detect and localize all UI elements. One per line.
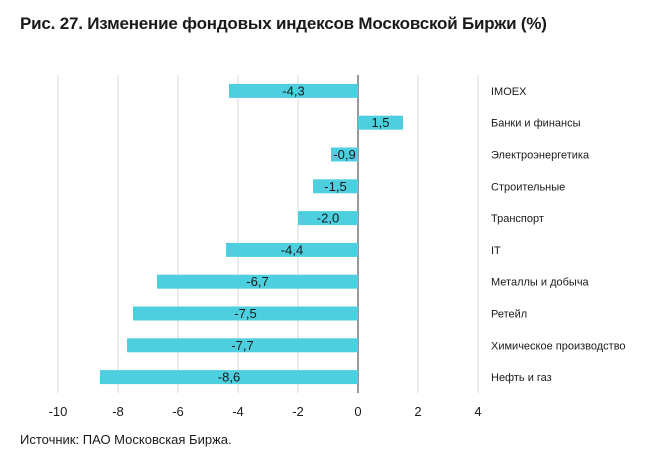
bar	[127, 338, 358, 353]
category-labels: IMOEX Банки и финансы Электроэнергетика Стр…	[491, 86, 626, 384]
x-tick-label: 4	[474, 404, 481, 419]
x-tick-label: 2	[414, 404, 421, 419]
bar	[313, 179, 358, 194]
x-axis-ticks: -10 -8 -6 -4 -2 0 2 4	[49, 404, 482, 419]
source-note: Источник: ПАО Московская Биржа.	[20, 432, 232, 447]
bar-value-label: -7,5	[234, 306, 256, 321]
bar-value-label: -2,0	[317, 211, 339, 226]
bar-value-label: -4,3	[282, 83, 304, 98]
bar	[298, 211, 358, 226]
category-label: Ретейл	[491, 309, 527, 321]
bar	[226, 242, 358, 257]
category-label: Строительные	[491, 181, 565, 193]
x-tick-label: -2	[292, 404, 304, 419]
bar-value-label: -6,7	[246, 274, 268, 289]
x-tick-label: 0	[354, 404, 361, 419]
bar-value-label: -8,6	[218, 370, 240, 385]
bar-value-label: -1,5	[324, 179, 346, 194]
chart-title: Рис. 27. Изменение фондовых индексов Мос…	[20, 14, 547, 33]
category-label: Транспорт	[491, 213, 544, 225]
bar-value-label: -7,7	[231, 338, 253, 353]
category-label: IT	[491, 245, 501, 257]
x-tick-label: -10	[49, 404, 68, 419]
category-label: Металлы и добыча	[491, 277, 590, 289]
bar	[229, 83, 358, 98]
bar	[157, 274, 358, 289]
category-label: Химическое производство	[491, 340, 626, 352]
category-label: Электроэнергетика	[491, 150, 590, 162]
x-tick-label: -4	[232, 404, 244, 419]
x-tick-label: -8	[112, 404, 124, 419]
bars	[100, 83, 403, 385]
category-label: Банки и финансы	[491, 118, 581, 130]
bar-value-labels: -4,3 1,5 -0,9 -1,5 -2,0 -4,4 -6,7 -7,5 -7,7 -8,6	[218, 83, 390, 384]
x-tick-label: -6	[172, 404, 184, 419]
bar	[133, 306, 358, 321]
bar-value-label: -4,4	[281, 242, 303, 257]
bar	[331, 147, 358, 162]
category-label: Нефть и газ	[491, 372, 552, 384]
bar-value-label: -0,9	[333, 147, 355, 162]
bar	[100, 370, 358, 385]
bar-value-label: 1,5	[371, 115, 389, 130]
category-label: IMOEX	[491, 86, 527, 98]
bar	[358, 115, 403, 130]
